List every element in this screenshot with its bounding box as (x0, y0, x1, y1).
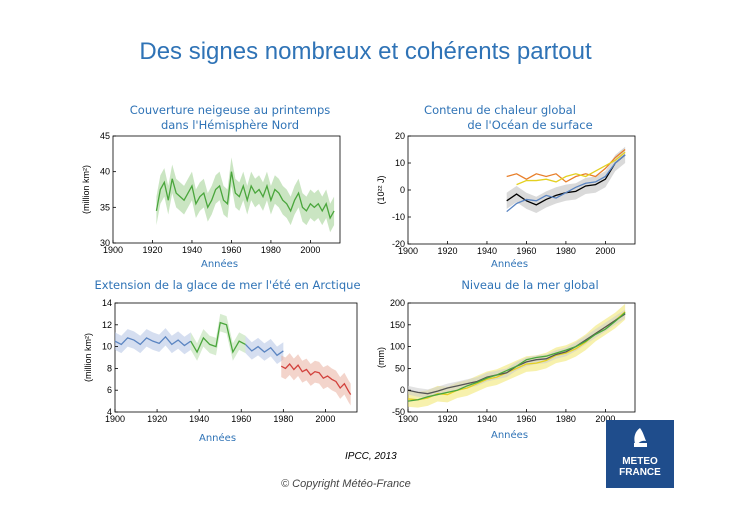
x-tick-label: 2000 (300, 245, 320, 255)
y-tick-label: 100 (390, 342, 405, 352)
x-tick-label: 1920 (437, 246, 457, 256)
uncertainty-band-2 (245, 335, 284, 365)
panel4-title: Niveau de la mer global (461, 278, 599, 292)
slide-title: Des signes nombreux et cohérents partout (139, 38, 592, 65)
x-tick-label: 1960 (516, 246, 536, 256)
y-tick-label: 20 (395, 131, 405, 141)
series-line-1 (190, 321, 246, 354)
x-tick-label: 1900 (103, 245, 123, 255)
source-citation: IPCC, 2013 (345, 451, 397, 462)
y-tick-label: -20 (392, 239, 405, 249)
x-tick-label: 1960 (516, 414, 536, 424)
y-tick-label: 30 (100, 238, 110, 248)
y-axis-label: (mm) (376, 347, 386, 368)
y-tick-label: 12 (102, 320, 112, 330)
panel2-title: Contenu de chaleur global de l'Océan de … (370, 103, 630, 133)
y-tick-label: 45 (100, 131, 110, 141)
y-tick-label: 0 (400, 385, 405, 395)
series-line-2 (407, 312, 626, 402)
series-line-0 (114, 335, 192, 347)
x-tick-label: 2000 (595, 246, 615, 256)
series-line-2 (516, 151, 626, 186)
y-tick-label: 10 (102, 342, 112, 352)
x-tick-label: 1900 (105, 414, 125, 424)
y-tick-label: 4 (107, 407, 112, 417)
logo-emblem-icon (634, 428, 647, 447)
series-line-3 (506, 154, 626, 213)
y-tick-label: 0 (400, 185, 405, 195)
logo-line1: METEO (622, 456, 658, 467)
x-tick-label: 1940 (477, 246, 497, 256)
y-tick-label: 6 (107, 385, 112, 395)
uncertainty-band-0 (506, 146, 626, 213)
x-tick-label: 1900 (398, 414, 418, 424)
y-tick-label: 8 (107, 363, 112, 373)
series-line-3 (280, 363, 352, 395)
copyright: © Copyright Météo-France (281, 478, 411, 490)
panel1-title: Couverture neigeuse au printemps dans l'… (100, 103, 360, 133)
y-axis-label: (million km²) (83, 333, 93, 382)
x-tick-label: 1960 (221, 245, 241, 255)
y-tick-label: 40 (100, 167, 110, 177)
y-tick-label: 50 (395, 363, 405, 373)
x-tick-label: 1920 (142, 245, 162, 255)
panel4-xlabel: Années (491, 430, 529, 441)
y-tick-label: 150 (390, 320, 405, 330)
panel3-title: Extension de la glace de mer l'été en Ar… (94, 278, 361, 292)
y-tick-label: 200 (390, 298, 405, 308)
x-tick-label: 1980 (273, 414, 293, 424)
y-tick-label: 35 (100, 202, 110, 212)
panel1-title-line1: Couverture neigeuse au printemps (129, 103, 331, 117)
y-tick-label: 14 (102, 298, 112, 308)
panel1-xlabel: Années (201, 259, 239, 270)
x-tick-label: 1920 (147, 414, 167, 424)
panel3-xlabel: Années (199, 433, 237, 444)
x-tick-label: 1980 (261, 245, 281, 255)
panel2-title-line2: de l'Océan de surface (467, 118, 593, 132)
x-tick-label: 1900 (398, 246, 418, 256)
meteo-france-logo: METEO FRANCE (606, 420, 674, 488)
x-tick-label: 1980 (556, 414, 576, 424)
panel2-xlabel: Années (491, 259, 529, 270)
x-tick-label: 1940 (182, 245, 202, 255)
panel2-title-line1: Contenu de chaleur global (424, 103, 576, 117)
x-tick-label: 1980 (556, 246, 576, 256)
x-tick-label: 1920 (437, 414, 457, 424)
logo-line2: FRANCE (619, 467, 661, 478)
y-tick-label: -50 (392, 407, 405, 417)
series-line-0 (155, 171, 335, 220)
y-axis-label: (10²² J) (376, 175, 386, 204)
series-line-1 (506, 148, 626, 183)
x-tick-label: 1960 (231, 414, 251, 424)
x-tick-label: 1940 (477, 414, 497, 424)
series-line-2 (245, 343, 284, 357)
panel1-title-line2: dans l'Hémisphère Nord (160, 118, 300, 132)
y-tick-label: -10 (392, 212, 405, 222)
plot-frame (114, 302, 358, 413)
y-axis-label: (million km²) (81, 165, 91, 214)
x-tick-label: 1940 (189, 414, 209, 424)
x-tick-label: 2000 (315, 414, 335, 424)
y-tick-label: 10 (395, 158, 405, 168)
x-tick-label: 2000 (595, 414, 615, 424)
uncertainty-band-1 (408, 309, 626, 399)
